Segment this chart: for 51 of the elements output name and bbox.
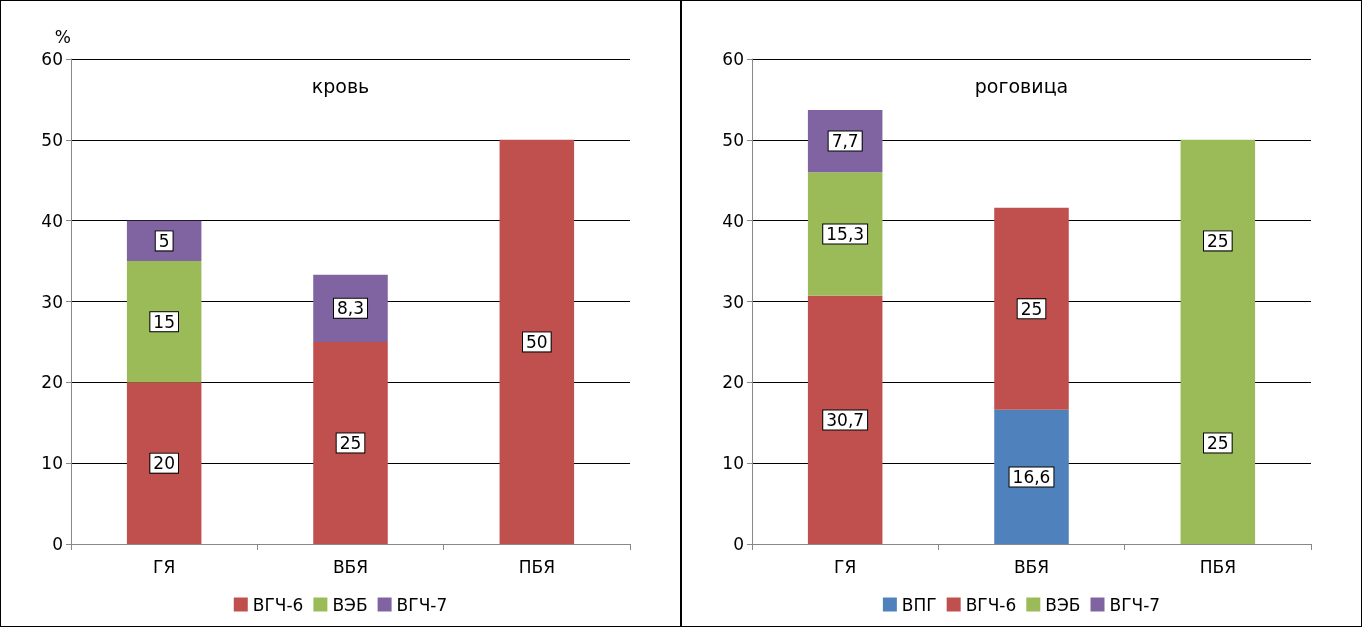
data-label: 25	[1207, 230, 1229, 251]
legend-label: ВПГ	[901, 594, 937, 615]
y-tick-label: 30	[41, 291, 63, 312]
bar	[499, 139, 575, 544]
y-tick-label: 0	[733, 534, 744, 554]
data-label: 25	[1020, 298, 1043, 319]
y-tick-label: 60	[41, 49, 63, 69]
y-tick-label: 20	[722, 372, 744, 393]
data-label: 50	[526, 331, 548, 352]
x-tick-label: ГЯ	[153, 556, 176, 577]
data-label: 15,3	[826, 224, 865, 244]
y-tick-label: 30	[722, 291, 744, 312]
bar	[313, 341, 388, 544]
x-tick-label: ВБЯ	[332, 556, 369, 577]
x-tick-label: ПБЯ	[518, 556, 555, 577]
data-label: 15	[153, 311, 175, 332]
legend-label: ВГЧ-7	[1109, 594, 1161, 615]
x-tick-label: ВБЯ	[1013, 556, 1050, 577]
data-label: 5	[158, 230, 170, 251]
y-axis-title: %	[54, 26, 71, 47]
bar	[994, 409, 1069, 544]
data-label: 7,7	[831, 131, 859, 152]
legend-label: ВГЧ-6	[965, 594, 1017, 615]
x-tick-label: ГЯ	[834, 556, 857, 577]
data-label: 25	[1207, 432, 1229, 453]
text: кровь	[311, 74, 370, 97]
data-label: 30,7	[826, 409, 865, 430]
bar	[807, 295, 883, 544]
bar	[126, 261, 202, 383]
bar	[994, 207, 1069, 410]
data-label: 25	[339, 432, 362, 453]
legend-label: ВГЧ-7	[396, 594, 448, 615]
x-tick-label: ПБЯ	[1199, 556, 1236, 577]
legend-label: ВГЧ-6	[252, 594, 304, 615]
y-tick-label: 20	[41, 372, 63, 393]
y-tick-label: 40	[41, 210, 63, 231]
y-tick-label: 50	[41, 129, 63, 150]
data-label: 16,6	[1012, 466, 1051, 487]
bar	[126, 382, 202, 544]
y-tick-label: 60	[722, 49, 744, 69]
legend-label: ВЭБ	[332, 594, 368, 615]
legend-label: ВЭБ	[1045, 594, 1081, 615]
text: роговица	[974, 74, 1069, 97]
y-tick-label: 40	[722, 210, 744, 231]
y-tick-label: 10	[41, 453, 63, 474]
y-tick-label: 50	[722, 129, 744, 150]
data-label: 8,3	[336, 298, 365, 319]
bar	[807, 172, 883, 296]
data-label: 20	[153, 453, 175, 474]
y-tick-label: 10	[722, 453, 744, 474]
y-tick-label: 0	[52, 534, 63, 554]
